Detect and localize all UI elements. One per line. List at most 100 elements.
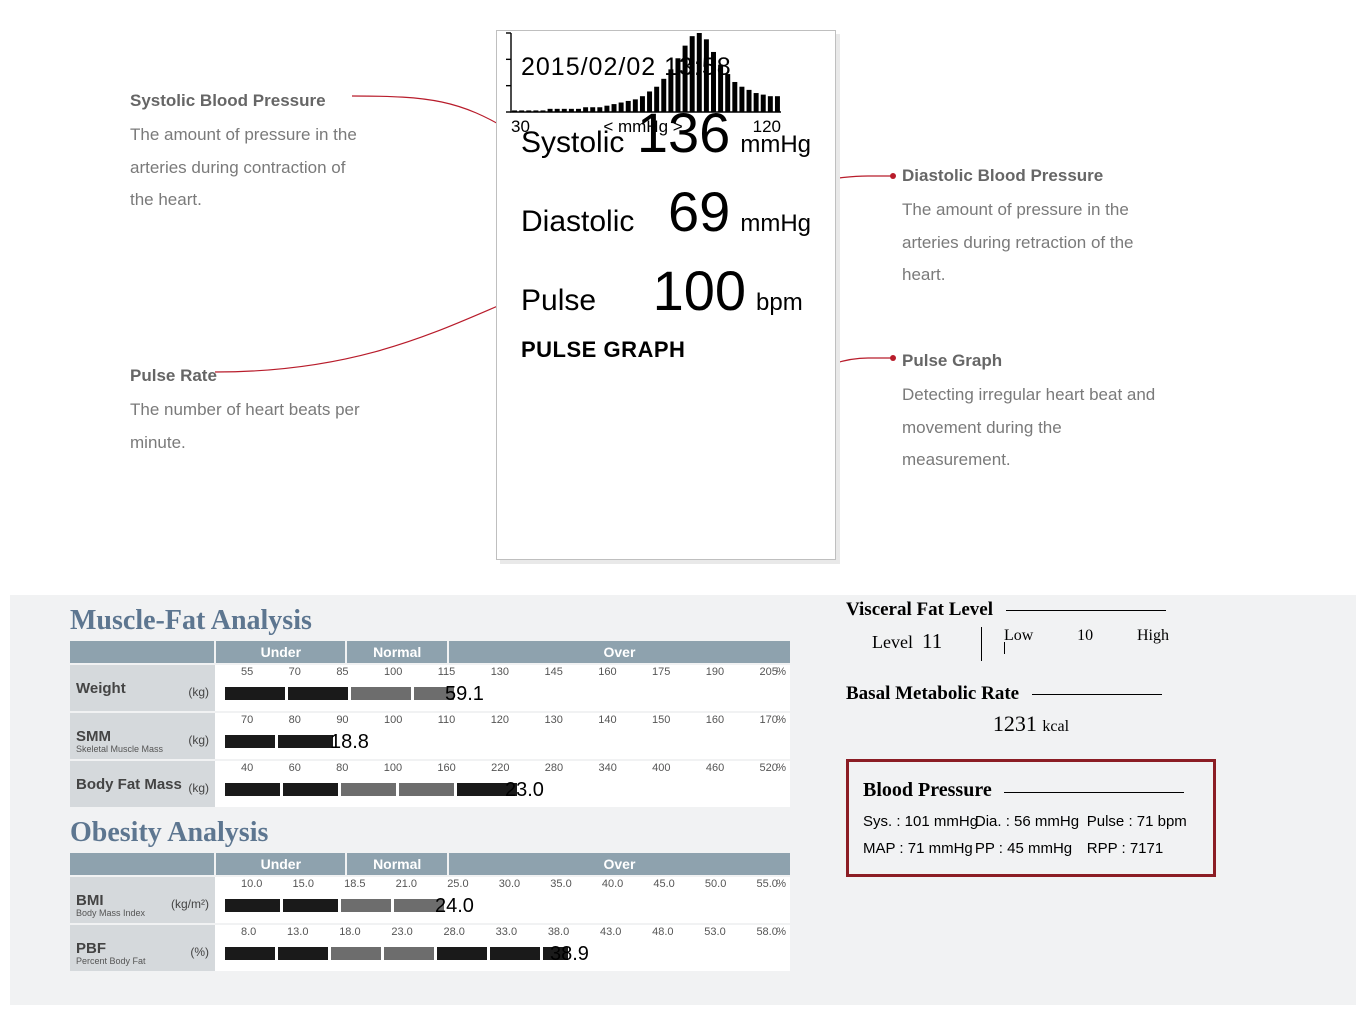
metric-bar	[225, 687, 770, 700]
blood-pressure-box: Blood Pressure Sys. : 101 mmHg Dia. : 56…	[846, 759, 1216, 877]
zone-under: Under	[216, 853, 345, 875]
percent-icon: %	[776, 762, 786, 774]
lower-panel: Muscle-Fat AnalysisUnderNormalOverWeight…	[10, 595, 1356, 1005]
receipt-row-label: Diastolic	[521, 205, 634, 239]
bp-pulse: Pulse : 71 bpm	[1087, 808, 1199, 835]
metric-value: 18.8	[330, 731, 369, 754]
metric-name: Body Fat Mass	[76, 777, 182, 792]
metric-bar	[225, 735, 770, 748]
zone-over: Over	[449, 641, 790, 663]
metric-bar	[225, 783, 770, 796]
metric-bar	[225, 899, 770, 912]
metric-name: BMI	[76, 893, 104, 908]
percent-icon: %	[776, 714, 786, 726]
metric-value: 23.0	[505, 779, 544, 802]
section-title: Obesity Analysis	[70, 817, 790, 849]
metric-scale: 10.015.018.521.025.030.035.040.045.050.0…	[215, 877, 790, 923]
metric-unit: (kg)	[188, 733, 209, 747]
annotation-title: Pulse Graph	[902, 345, 1162, 377]
metric-name: PBF	[76, 941, 106, 956]
visceral-fat-block: Visceral Fat Level Level 11 Low 10 High	[846, 599, 1216, 661]
annotation-body: The amount of pressure in the arteries d…	[130, 119, 370, 216]
annotation-body: Detecting irregular heart beat and movem…	[902, 379, 1162, 476]
visceral-gauge: Low 10 High	[1004, 627, 1169, 661]
bmr-block: Basal Metabolic Rate 1231 kcal	[846, 683, 1216, 737]
visceral-level-label: Level	[872, 632, 913, 652]
bp-map: MAP : 71 mmHg	[863, 835, 975, 862]
gauge-high: High	[1137, 627, 1169, 645]
metric-unit: (%)	[190, 945, 209, 959]
metric-subtitle: Percent Body Fat	[76, 956, 146, 966]
bp-pp: PP : 45 mmHg	[975, 835, 1087, 862]
bmr-value: 1231	[993, 711, 1037, 736]
metric-label: Body Fat Mass (kg)	[70, 761, 215, 807]
scale-ticks: 8.013.018.023.028.033.038.043.048.053.05…	[215, 926, 790, 938]
analysis-section: Obesity Analysis UnderNormalOver BMIBody M…	[70, 817, 790, 973]
zone-normal: Normal	[347, 853, 446, 875]
annotation-title: Diastolic Blood Pressure	[902, 160, 1162, 192]
svg-text:< mmHg >: < mmHg >	[603, 117, 682, 136]
zone-normal: Normal	[347, 641, 446, 663]
metric-label: Weight (kg)	[70, 665, 215, 711]
receipt-row: Pulse100 bpm	[521, 258, 811, 323]
analysis-section: Muscle-Fat AnalysisUnderNormalOverWeight…	[70, 605, 790, 809]
metric-subtitle: Skeletal Muscle Mass	[76, 744, 163, 754]
metric-value: 59.1	[445, 683, 484, 706]
pulse-graph: 30< mmHg >120	[497, 31, 789, 136]
metric-row: PBFPercent Body Fat (%) 8.013.018.023.028.…	[70, 925, 790, 971]
scale-ticks: 10.015.018.521.025.030.035.040.045.050.0…	[215, 878, 790, 890]
annotation-title: Systolic Blood Pressure	[130, 85, 370, 117]
metric-name: Weight	[76, 681, 126, 696]
zone-over: Over	[449, 853, 790, 875]
visceral-level-value: 11	[922, 629, 942, 653]
annotation-systolic: Systolic Blood PressureThe amount of pre…	[130, 85, 370, 216]
annotation-pulse_rate: Pulse RateThe number of heart beats per …	[130, 360, 370, 459]
metric-scale: 406080100160220280340400460520% 23.0	[215, 761, 790, 807]
scale-ticks: 708090100110120130140150160170	[215, 714, 790, 726]
metric-row: Body Fat Mass (kg) 40608010016022028034040…	[70, 761, 790, 807]
visceral-title: Visceral Fat Level	[846, 599, 993, 620]
metric-subtitle: Body Mass Index	[76, 908, 145, 918]
annotation-pulse_graph: Pulse GraphDetecting irregular heart bea…	[902, 345, 1162, 476]
metric-unit: (kg)	[188, 685, 209, 699]
metric-label: BMIBody Mass Index (kg/m²)	[70, 877, 215, 923]
scale-ticks: 557085100115130145160175190205	[215, 666, 790, 678]
metric-scale: 557085100115130145160175190205% 59.1	[215, 665, 790, 711]
svg-text:120: 120	[753, 117, 781, 136]
receipt-panel: 2015/02/02 13:58 Systolic136mmHgDiastoli…	[496, 30, 836, 560]
bmr-unit: kcal	[1042, 718, 1069, 735]
receipt-row-unit: bpm	[756, 289, 803, 317]
annotation-body: The amount of pressure in the arteries d…	[902, 194, 1162, 291]
metric-row: SMMSkeletal Muscle Mass (kg) 7080901001101…	[70, 713, 790, 759]
metric-row: BMIBody Mass Index (kg/m²) 10.015.018.521.…	[70, 877, 790, 923]
annotation-body: The number of heart beats per minute.	[130, 394, 370, 459]
bmr-title: Basal Metabolic Rate	[846, 683, 1019, 704]
bp-title: Blood Pressure	[863, 779, 992, 801]
annotation-diastolic: Diastolic Blood PressureThe amount of pr…	[902, 160, 1162, 291]
metric-row: Weight (kg) 557085100115130145160175190205…	[70, 665, 790, 711]
metric-value: 24.0	[435, 895, 474, 918]
metric-scale: 708090100110120130140150160170% 18.8	[215, 713, 790, 759]
metric-unit: (kg)	[188, 781, 209, 795]
metric-name: SMM	[76, 729, 111, 744]
bp-sys: Sys. : 101 mmHg	[863, 808, 975, 835]
metric-bar	[225, 947, 770, 960]
metric-unit: (kg/m²)	[171, 897, 209, 911]
scale-ticks: 406080100160220280340400460520	[215, 762, 790, 774]
receipt-row-label: Pulse	[521, 284, 636, 318]
bp-rpp: RPP : 7171	[1087, 835, 1199, 862]
zone-header: UnderNormalOver	[70, 641, 790, 663]
receipt-row-value: 100	[636, 258, 746, 323]
gauge-mid: 10	[1077, 627, 1093, 645]
receipt-row-unit: mmHg	[740, 210, 811, 238]
metric-label: PBFPercent Body Fat (%)	[70, 925, 215, 971]
right-panel: Visceral Fat Level Level 11 Low 10 High	[846, 599, 1216, 877]
section-title: Muscle-Fat Analysis	[70, 605, 790, 637]
gauge-low: Low	[1004, 627, 1033, 645]
metric-scale: 8.013.018.023.028.033.038.043.048.053.05…	[215, 925, 790, 971]
percent-icon: %	[776, 666, 786, 678]
percent-icon: %	[776, 926, 786, 938]
zone-under: Under	[216, 641, 345, 663]
metric-value: 38.9	[550, 943, 589, 966]
receipt-row: Diastolic69mmHg	[521, 179, 811, 244]
